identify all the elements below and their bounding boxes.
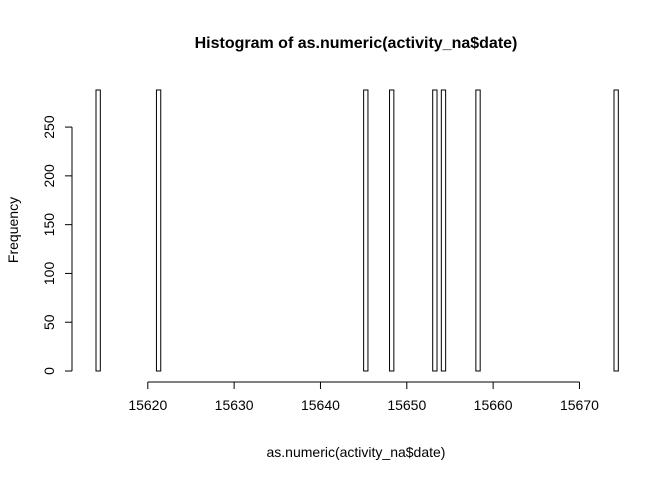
chart-title: Histogram of as.numeric(activity_na$date… — [195, 35, 518, 52]
y-axis: 0 50 100 150 200 250 — [41, 115, 73, 375]
y-tick-label: 100 — [41, 262, 57, 286]
y-tick-label: 50 — [41, 314, 57, 330]
histogram-bar — [389, 89, 395, 372]
x-tick-label: 15650 — [387, 397, 426, 413]
x-axis: 15620 15630 15640 15650 15660 15670 — [128, 381, 599, 413]
histogram-bars — [95, 89, 619, 372]
x-tick-label: 15620 — [128, 397, 167, 413]
x-axis-label: as.numeric(activity_na$date) — [267, 444, 446, 460]
x-tick-label: 15670 — [560, 397, 599, 413]
x-tick-label: 15640 — [301, 397, 340, 413]
histogram-bar — [613, 89, 619, 372]
histogram-bar — [440, 89, 447, 372]
histogram-bar — [432, 89, 438, 372]
x-tick-label: 15660 — [474, 397, 513, 413]
histogram-bar — [155, 89, 162, 372]
y-axis-label: Frequency — [5, 197, 21, 263]
histogram-bar — [475, 89, 481, 372]
x-tick-label: 15630 — [215, 397, 254, 413]
y-tick-label: 200 — [41, 164, 57, 188]
y-tick-label: 250 — [41, 115, 57, 139]
y-tick-label: 0 — [41, 367, 57, 375]
y-tick-label: 150 — [41, 213, 57, 237]
histogram-bar — [363, 89, 369, 372]
histogram-bar — [95, 89, 101, 372]
